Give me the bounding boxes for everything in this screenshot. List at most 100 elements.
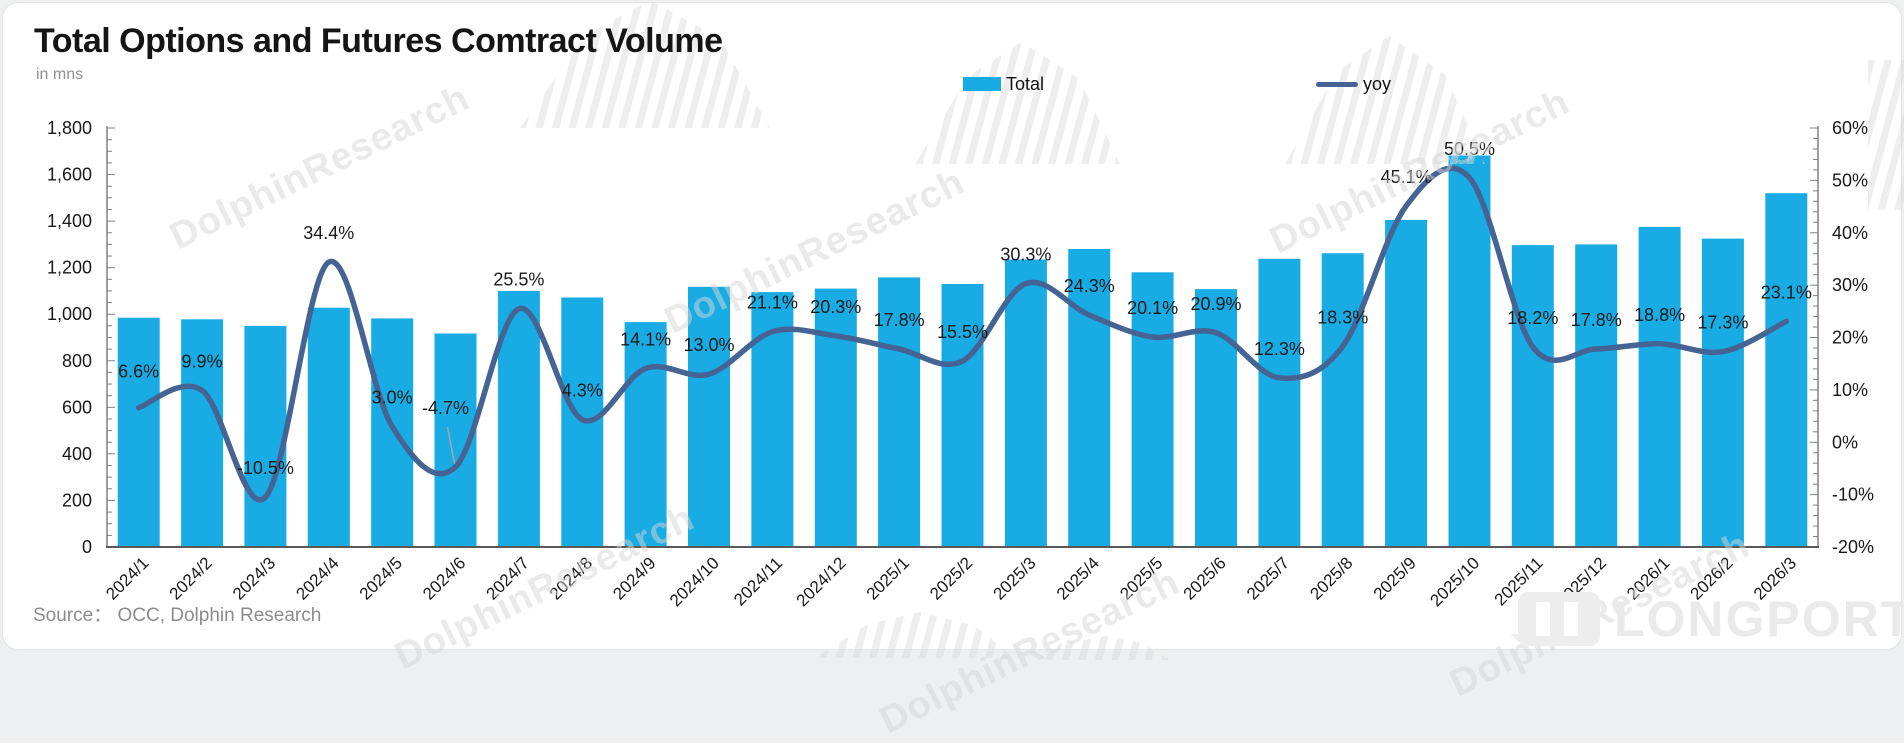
yoy-label-2024/6: -4.7%: [422, 398, 469, 418]
bar-2024/9: [624, 322, 667, 547]
bar-2025/2: [941, 284, 984, 547]
yoy-label-2024/3: -10.5%: [237, 458, 294, 478]
yoy-label-2025/12: 17.8%: [1571, 310, 1622, 330]
legend-total-swatch: [963, 77, 1001, 91]
bar-2025/11: [1511, 245, 1554, 547]
right-axis-tick-label: -10%: [1832, 485, 1874, 505]
bar-2024/12: [814, 288, 857, 547]
bar-2025/8: [1321, 253, 1364, 547]
yoy-label-2024/2: 9.9%: [182, 351, 223, 371]
bar-2024/2: [181, 319, 224, 547]
left-axis-tick-label: 1,200: [47, 258, 92, 278]
x-axis-label: 2025/8: [1306, 553, 1356, 603]
left-axis-tick-label: 1,400: [47, 211, 92, 231]
bar-2025/6: [1195, 289, 1237, 547]
yoy-label-2024/4: 34.4%: [303, 223, 354, 243]
left-axis-tick-label: 1,800: [47, 118, 92, 138]
right-axis-tick-label: 0%: [1832, 432, 1858, 452]
yoy-label-2024/11: 21.1%: [747, 293, 798, 313]
x-axis-label: 2025/6: [1180, 553, 1230, 603]
yoy-label-2024/5: 3.0%: [372, 388, 413, 408]
label-leader-line: [446, 426, 456, 465]
chart-overlay: DolphinResearch DolphinResearch DolphinR…: [33, 0, 1904, 742]
legend-item-yoy: yoy: [1316, 74, 1391, 94]
yoy-label-2026/2: 17.3%: [1697, 313, 1748, 333]
x-axis-label: 2024/5: [356, 553, 406, 603]
bar-2025/3: [1004, 259, 1047, 547]
x-axis-label: 2024/3: [229, 553, 279, 603]
yoy-line-series: [135, 165, 1790, 503]
bar-2025/7: [1258, 258, 1301, 547]
x-axis-label: 2024/12: [793, 553, 850, 610]
legend-yoy-label: yoy: [1363, 73, 1392, 94]
x-axis-label: 2024/2: [166, 553, 216, 603]
right-axis-tick-label: 50%: [1832, 170, 1868, 190]
right-axis-tick-label: -20%: [1832, 537, 1874, 557]
bar-2026/2: [1701, 238, 1744, 547]
yoy-label-2025/8: 18.3%: [1317, 307, 1368, 327]
yoy-label-2024/1: 6.6%: [118, 362, 159, 382]
yoy-label-2024/10: 13.0%: [683, 335, 734, 355]
x-axis-label: 2025/3: [989, 553, 1039, 603]
right-axis-tick-label: 30%: [1832, 275, 1868, 295]
source-note: Source： OCC, Dolphin Research: [33, 605, 322, 626]
x-axis-label: 2025/7: [1243, 553, 1293, 603]
bar-2024/5: [371, 318, 414, 547]
bars-series-total: [117, 155, 1808, 547]
yoy-label-2024/7: 25.5%: [493, 270, 544, 290]
yoy-label-2024/12: 20.3%: [810, 297, 861, 317]
x-axis-label: 2024/6: [419, 553, 469, 603]
bar-2024/3: [244, 325, 287, 547]
chart-title: Total Options and Futures Comtract Volum…: [34, 22, 723, 60]
yoy-label-2025/2: 15.5%: [937, 322, 988, 342]
right-axis-tick-label: 40%: [1832, 223, 1868, 243]
bar-2026/3: [1765, 193, 1808, 547]
bar-2024/4: [307, 307, 350, 547]
yoy-label-2026/3: 23.1%: [1761, 282, 1812, 302]
left-axis-tick-label: 1,000: [47, 304, 92, 324]
left-axis-tick-label: 1,600: [47, 165, 92, 185]
legend-item-total: Total: [963, 74, 1044, 94]
yoy-label-2025/7: 12.3%: [1254, 339, 1305, 359]
longport-logo: LONGPORT: [1510, 590, 1904, 648]
legend-total-label: Total: [1006, 73, 1045, 94]
right-axis-tick-label: 20%: [1832, 328, 1868, 348]
yoy-label-2025/11: 18.2%: [1507, 308, 1558, 328]
yoy-label-2025/9: 45.1%: [1381, 167, 1432, 187]
yoy-data-labels: 6.6% 9.9% -10.5% 34.4% 3.0% -4.7% 25.5% 4.3% 14.…: [118, 139, 1812, 478]
left-axis-tick-label: 800: [62, 351, 92, 371]
dolphin-fan-watermark: [1868, 60, 1904, 210]
left-axis-tick-label: 0: [82, 537, 92, 557]
right-axis-tick-label: 60%: [1832, 118, 1868, 138]
yoy-label-2026/1: 18.8%: [1634, 305, 1685, 325]
x-axis-label: 2025/1: [863, 553, 913, 603]
yoy-line: [135, 165, 1790, 503]
yoy-label-2025/6: 20.9%: [1190, 294, 1241, 314]
left-axis-tick-label: 200: [62, 490, 92, 510]
yoy-label-2024/8: 4.3%: [562, 381, 603, 401]
left-axis-tick-label: 600: [62, 397, 92, 417]
longport-logo-text: LONGPORT: [1614, 591, 1904, 647]
bar-2024/10: [688, 286, 730, 547]
bar-2025/1: [878, 277, 921, 547]
x-axis-label: 2025/2: [926, 553, 976, 603]
yoy-label-2025/5: 20.1%: [1127, 298, 1178, 318]
x-axis-label: 2024/11: [730, 553, 786, 609]
bar-2025/5: [1131, 272, 1174, 547]
legend-yoy-swatch: [1316, 81, 1358, 87]
bar-2024/1: [117, 317, 160, 547]
left-axis-tick-label: 400: [62, 444, 92, 464]
x-axis-label: 2025/9: [1370, 553, 1420, 603]
bar-2025/9: [1385, 219, 1428, 547]
yoy-label-2025/4: 24.3%: [1064, 276, 1115, 296]
chart-unit-label: in mns: [36, 66, 84, 83]
bar-2025/10: [1448, 155, 1491, 547]
chart-plot-area: 0 200 400 600 800 1,000 1,200 1,400 1,600 1,800 -2…: [47, 118, 1874, 610]
yoy-label-2025/1: 17.8%: [874, 310, 925, 330]
right-axis-tick-label: 10%: [1832, 380, 1868, 400]
longport-logo-mark: [1510, 592, 1600, 648]
x-axis-label: 2024/4: [292, 553, 342, 603]
x-axis-label: 2025/10: [1426, 553, 1483, 610]
yoy-label-2024/9: 14.1%: [620, 329, 671, 349]
bar-2025/4: [1068, 249, 1111, 547]
